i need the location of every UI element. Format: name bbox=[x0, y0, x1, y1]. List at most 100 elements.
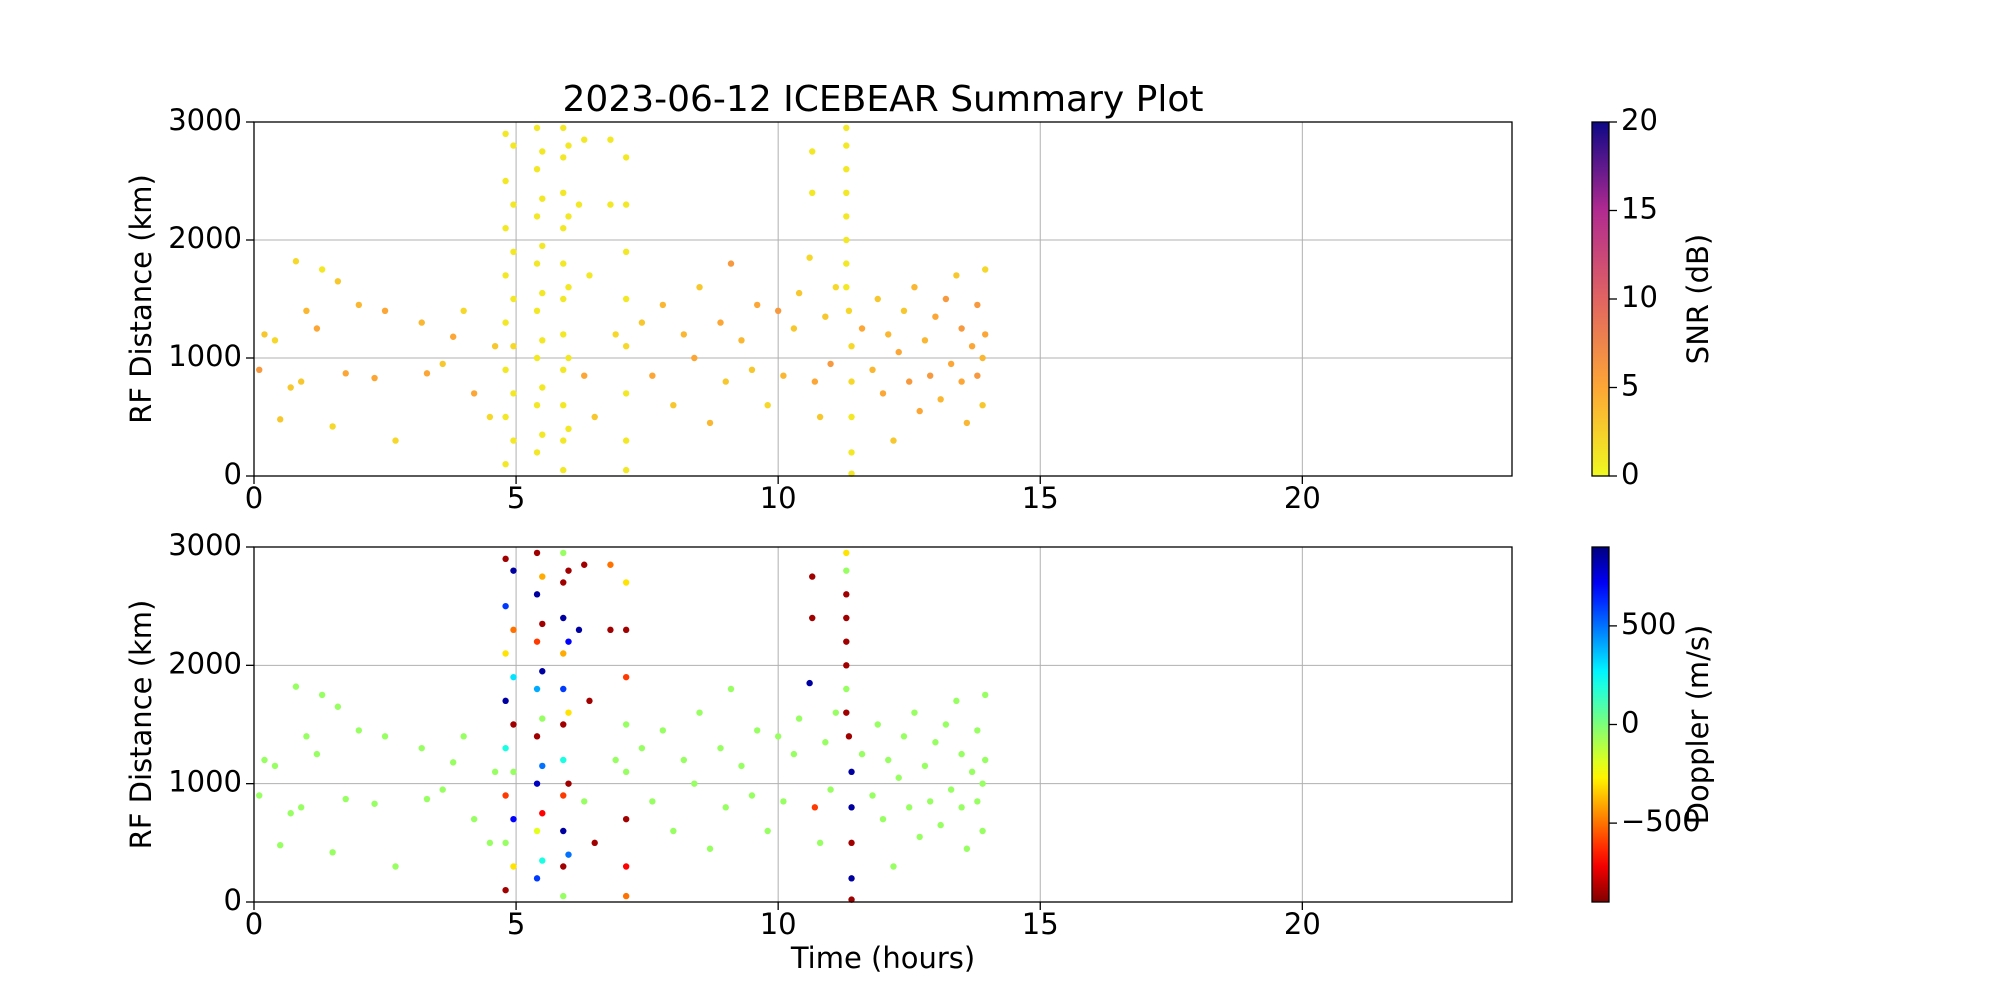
point bbox=[974, 727, 981, 734]
point bbox=[916, 407, 923, 415]
point bbox=[439, 360, 446, 368]
point bbox=[334, 703, 342, 710]
point bbox=[848, 449, 855, 456]
x-tick-label: 5 bbox=[507, 907, 525, 941]
point bbox=[982, 331, 989, 338]
point bbox=[586, 272, 593, 279]
point bbox=[696, 709, 703, 716]
point bbox=[510, 142, 517, 149]
point bbox=[748, 366, 756, 373]
point bbox=[843, 567, 850, 574]
point bbox=[806, 254, 813, 261]
point bbox=[560, 827, 567, 835]
point bbox=[754, 727, 761, 734]
point bbox=[843, 260, 850, 267]
point bbox=[539, 195, 546, 202]
point bbox=[622, 579, 630, 586]
point bbox=[622, 673, 630, 681]
point bbox=[722, 378, 729, 385]
point bbox=[809, 189, 816, 196]
point bbox=[622, 892, 630, 900]
point bbox=[342, 795, 349, 803]
point bbox=[979, 827, 986, 835]
point bbox=[470, 390, 478, 397]
y-tick-label: 1000 bbox=[168, 339, 242, 373]
point bbox=[845, 733, 853, 740]
point bbox=[727, 260, 735, 267]
y-tick-label: 3000 bbox=[168, 103, 242, 137]
point bbox=[607, 626, 614, 634]
point bbox=[764, 402, 771, 409]
y-axis-label: RF Distance (km) bbox=[124, 174, 158, 424]
point bbox=[869, 792, 876, 799]
colorbar-tick-label: 0 bbox=[1621, 457, 1639, 491]
point bbox=[953, 697, 960, 705]
point bbox=[832, 284, 840, 291]
point bbox=[565, 851, 572, 858]
colorbar-label: SNR (dB) bbox=[1681, 234, 1715, 364]
point bbox=[533, 213, 541, 220]
point bbox=[982, 691, 989, 699]
colorbar-tick-label: 10 bbox=[1621, 280, 1658, 314]
point bbox=[738, 762, 745, 770]
point bbox=[622, 466, 630, 474]
point bbox=[392, 437, 399, 444]
point bbox=[565, 780, 572, 787]
colorbar-tick-label: 0 bbox=[1621, 706, 1639, 740]
x-tick-label: 0 bbox=[245, 907, 263, 941]
point bbox=[958, 804, 965, 811]
point bbox=[900, 307, 908, 314]
point bbox=[502, 744, 509, 752]
point bbox=[533, 307, 541, 314]
y-axis-label: RF Distance (km) bbox=[124, 600, 158, 850]
point bbox=[423, 795, 431, 803]
point bbox=[560, 549, 567, 557]
point bbox=[565, 142, 572, 149]
point bbox=[906, 378, 913, 385]
point bbox=[706, 419, 714, 427]
point bbox=[533, 827, 541, 835]
point bbox=[811, 378, 819, 385]
point bbox=[974, 372, 981, 379]
point bbox=[843, 685, 850, 693]
point bbox=[706, 845, 714, 852]
axes-frame bbox=[253, 546, 1513, 903]
point bbox=[510, 248, 517, 255]
point bbox=[533, 402, 541, 409]
point bbox=[727, 685, 735, 693]
point bbox=[811, 804, 819, 811]
point bbox=[717, 744, 724, 752]
point bbox=[560, 721, 567, 728]
point bbox=[423, 370, 431, 377]
point bbox=[318, 266, 326, 273]
y-tick-label: 3000 bbox=[168, 528, 242, 562]
point bbox=[622, 815, 630, 823]
point bbox=[827, 360, 834, 368]
point bbox=[539, 431, 546, 438]
point bbox=[502, 366, 509, 373]
point bbox=[937, 821, 944, 829]
point bbox=[848, 896, 855, 903]
point bbox=[491, 768, 499, 776]
point bbox=[942, 721, 950, 728]
point bbox=[486, 839, 494, 847]
point bbox=[560, 792, 567, 799]
point bbox=[491, 343, 499, 350]
point bbox=[622, 626, 630, 634]
point bbox=[329, 849, 336, 856]
point bbox=[822, 739, 829, 746]
y-tick-label: 0 bbox=[224, 883, 242, 917]
point bbox=[890, 437, 897, 444]
point bbox=[906, 804, 913, 811]
point bbox=[809, 148, 816, 155]
point bbox=[885, 331, 892, 338]
point bbox=[510, 437, 517, 444]
point bbox=[717, 319, 724, 326]
point bbox=[982, 266, 989, 273]
axes: 0 5 10 15 20 0 1000 2000 3000 bbox=[168, 103, 1513, 515]
point bbox=[843, 662, 850, 669]
point bbox=[696, 284, 703, 291]
point bbox=[533, 124, 541, 132]
y-tick-label: 1000 bbox=[168, 765, 242, 799]
point bbox=[292, 683, 300, 690]
